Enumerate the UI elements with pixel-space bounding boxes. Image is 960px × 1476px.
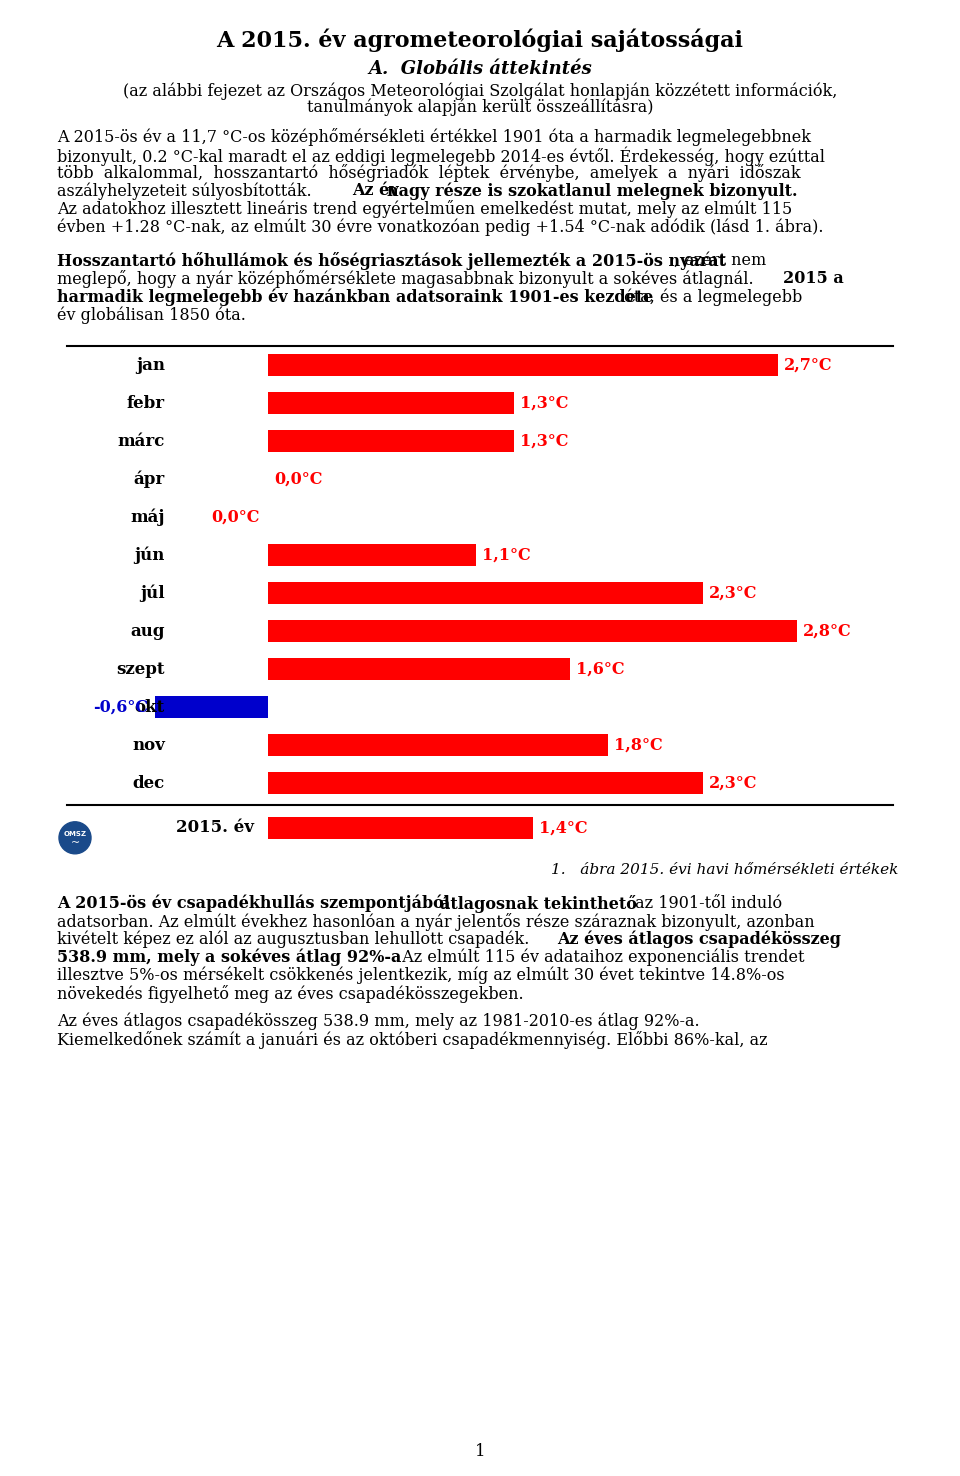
Text: ~: ~: [70, 838, 80, 847]
Text: júl: júl: [140, 584, 165, 602]
Text: tanulmányok alapján került összeállításra): tanulmányok alapján került összeállításr…: [307, 99, 653, 117]
Text: 2,8°C: 2,8°C: [804, 623, 852, 639]
Text: . Az elmúlt 115 év adataihoz exponenciális trendet: . Az elmúlt 115 év adataihoz exponenciál…: [392, 949, 804, 967]
Text: illesztve 5%-os mérsékelt csökkenés jelentkezik, míg az elmúlt 30 évet tekintve : illesztve 5%-os mérsékelt csökkenés jele…: [57, 967, 784, 984]
Text: 0,0°C: 0,0°C: [274, 471, 323, 487]
Bar: [268, 816, 533, 838]
Text: jún: jún: [134, 546, 165, 564]
Bar: [155, 697, 268, 717]
Text: Hosszantartó hőhullámok és hőségriasztások jellemezték a 2015-ös nyarat: Hosszantartó hőhullámok és hőségriasztás…: [57, 252, 726, 270]
Text: óta, és a legmelegebb: óta, és a legmelegebb: [619, 288, 803, 306]
Text: 1,3°C: 1,3°C: [519, 432, 568, 450]
Text: jan: jan: [136, 357, 165, 373]
Text: máj: máj: [131, 508, 165, 525]
Text: Az éves átlagos csapadékösszeg: Az éves átlagos csapadékösszeg: [557, 930, 841, 948]
Text: 2015 a: 2015 a: [783, 270, 844, 286]
Text: Az éves átlagos csapadékösszeg 538.9 mm, mely az 1981-2010-es átlag 92%-a.: Az éves átlagos csapadékösszeg 538.9 mm,…: [57, 1013, 700, 1030]
Text: növekedés figyelhető meg az éves csapadékösszegekben.: növekedés figyelhető meg az éves csapadé…: [57, 984, 523, 1002]
Text: A 2015-ös év a 11,7 °C-os középhőmérsékleti értékkel 1901 óta a harmadik legmele: A 2015-ös év a 11,7 °C-os középhőmérsékl…: [57, 128, 811, 146]
Text: Az év: Az év: [352, 182, 404, 199]
Bar: [268, 430, 514, 452]
Text: OMSZ: OMSZ: [63, 831, 86, 837]
Bar: [268, 620, 797, 642]
Bar: [268, 545, 476, 565]
Text: az 1901-től induló: az 1901-től induló: [630, 894, 782, 912]
Text: 0,0°C: 0,0°C: [211, 509, 260, 525]
Bar: [268, 734, 609, 756]
Text: 1,3°C: 1,3°C: [519, 394, 568, 412]
Text: harmadik legmelegebb év hazánkban adatsoraink 1901-es kezdete: harmadik legmelegebb év hazánkban adatso…: [57, 288, 653, 306]
Bar: [268, 772, 703, 794]
Bar: [268, 354, 779, 376]
Text: évben +1.28 °C-nak, az elmúlt 30 évre vonatkozóan pedig +1.54 °C-nak adódik (lás: évben +1.28 °C-nak, az elmúlt 30 évre vo…: [57, 218, 824, 236]
Text: 2,3°C: 2,3°C: [708, 584, 757, 602]
Text: 2,3°C: 2,3°C: [708, 775, 757, 791]
Text: nagy része is szokatlanul melegnek bizonyult.: nagy része is szokatlanul melegnek bizon…: [387, 182, 798, 199]
Text: dec: dec: [132, 775, 165, 791]
Text: A 2015. év agrometeorológiai sajátosságai: A 2015. év agrometeorológiai sajátossága…: [217, 28, 743, 52]
Text: Az adatokhoz illesztett lineáris trend egyértelműen emelkedést mutat, mely az el: Az adatokhoz illesztett lineáris trend e…: [57, 201, 792, 218]
Text: A.  Globális áttekintés: A. Globális áttekintés: [368, 61, 592, 78]
Text: márc: márc: [118, 432, 165, 450]
Circle shape: [59, 822, 91, 853]
Text: 1,6°C: 1,6°C: [576, 660, 625, 677]
Text: , ezért nem: , ezért nem: [674, 252, 766, 269]
Text: szept: szept: [116, 660, 165, 677]
Text: 538.9 mm, mely a sokéves átlag 92%-a: 538.9 mm, mely a sokéves átlag 92%-a: [57, 949, 401, 967]
Text: okt: okt: [134, 698, 165, 716]
Text: év globálisan 1850 óta.: év globálisan 1850 óta.: [57, 306, 246, 323]
Text: kivételt képez ez alól az augusztusban lehullott csapadék.: kivételt képez ez alól az augusztusban l…: [57, 930, 535, 948]
Text: -0,6°C: -0,6°C: [93, 698, 149, 716]
Text: Kiemelkedőnek számít a januári és az októberi csapadékmennyiség. Előbbi 86%-kal,: Kiemelkedőnek számít a januári és az okt…: [57, 1030, 768, 1048]
Text: aug: aug: [131, 623, 165, 639]
Text: ápr: ápr: [133, 471, 165, 487]
Text: A 2015-ös év csapadékhullás szempontjából: A 2015-ös év csapadékhullás szempontjábó…: [57, 894, 455, 912]
Text: 1,4°C: 1,4°C: [539, 819, 588, 837]
Text: 2,7°C: 2,7°C: [784, 357, 833, 373]
Bar: [268, 393, 514, 413]
Text: 2015. év: 2015. év: [176, 819, 254, 837]
Bar: [268, 582, 703, 604]
Text: aszályhelyzeteit súlyosbították.: aszályhelyzeteit súlyosbították.: [57, 182, 317, 199]
Text: nov: nov: [132, 737, 165, 754]
Text: 1,8°C: 1,8°C: [614, 737, 663, 754]
Text: (az alábbi fejezet az Országos Meteorológiai Szolgálat honlapján közzétett infor: (az alábbi fejezet az Országos Meteoroló…: [123, 83, 837, 99]
Text: 1.   ábra 2015. évi havi hőmérsékleti értékek: 1. ábra 2015. évi havi hőmérsékleti érté…: [551, 862, 898, 877]
Text: 1: 1: [474, 1444, 486, 1460]
Text: átlagosnak tekinthető: átlagosnak tekinthető: [440, 894, 636, 912]
Text: meglepő, hogy a nyár középhőmérséklete magasabbnak bizonyult a sokéves átlagnál.: meglepő, hogy a nyár középhőmérséklete m…: [57, 270, 758, 288]
Text: adatsorban. Az elmúlt évekhez hasonlóan a nyár jelentős része száraznak bizonyul: adatsorban. Az elmúlt évekhez hasonlóan …: [57, 912, 815, 930]
Bar: [268, 658, 570, 680]
Text: febr: febr: [127, 394, 165, 412]
Text: 1,1°C: 1,1°C: [482, 546, 531, 564]
Text: bizonyult, 0.2 °C-kal maradt el az eddigi legmelegebb 2014-es évtől. Érdekesség,: bizonyult, 0.2 °C-kal maradt el az eddig…: [57, 146, 825, 165]
Text: több  alkalommal,  hosszantartó  hőségriadók  léptek  érvénybe,  amelyek  a  nyá: több alkalommal, hosszantartó hőségriadó…: [57, 164, 801, 182]
